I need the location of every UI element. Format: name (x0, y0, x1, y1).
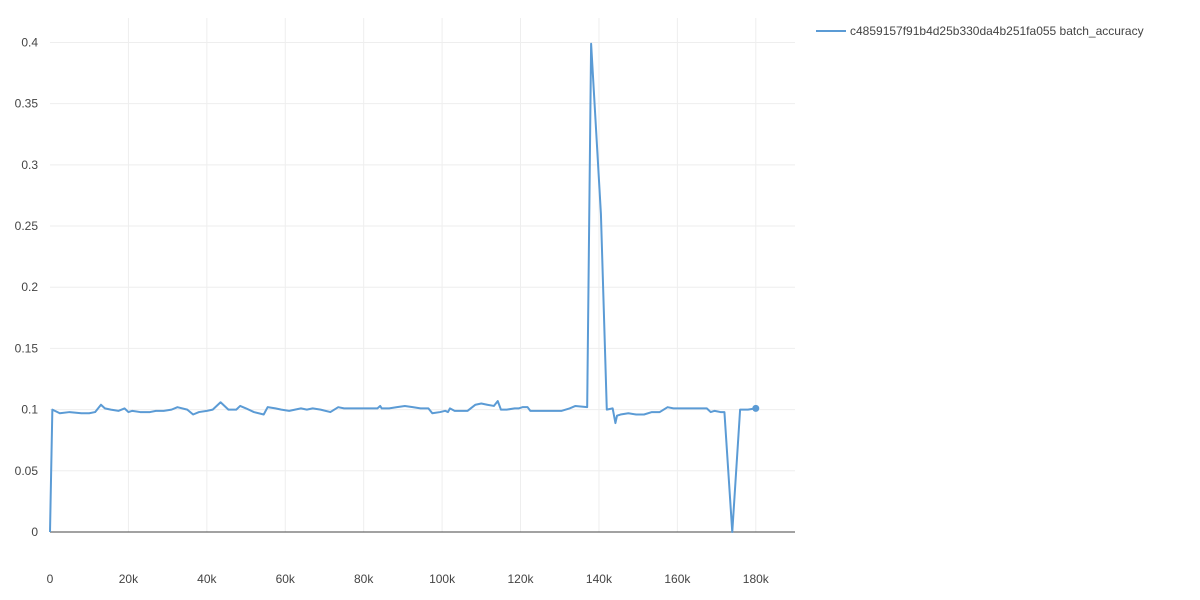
series-layer (49, 42, 760, 533)
x-tick-label: 20k (119, 572, 139, 586)
x-tick-label: 160k (664, 572, 691, 586)
y-tick-label: 0.2 (21, 280, 38, 294)
legend-series-label: c4859157f91b4d25b330da4b251fa055 batch_a… (850, 24, 1144, 38)
x-tick-label: 100k (429, 572, 456, 586)
y-tick-label: 0.35 (15, 97, 39, 111)
y-tick-label: 0.1 (21, 403, 38, 417)
x-tick-label: 80k (354, 572, 374, 586)
y-tick-label: 0.05 (15, 464, 39, 478)
y-tick-label: 0.25 (15, 219, 39, 233)
x-tick-label: 120k (508, 572, 535, 586)
axis-layer: 0 0.05 0.1 0.15 0.2 0.25 0.3 0.35 0.4 0 20k 40k 60k 8… (15, 35, 795, 586)
y-tick-label: 0 (31, 525, 38, 539)
legend[interactable]: c4859157f91b4d25b330da4b251fa055 batch_a… (816, 24, 1144, 38)
y-tick-label: 0.4 (21, 35, 38, 49)
x-tick-label: 60k (276, 572, 296, 586)
y-tick-label: 0.3 (21, 158, 38, 172)
y-tick-label: 0.15 (15, 341, 39, 355)
x-tick-label: 180k (743, 572, 770, 586)
series-line[interactable] (49, 42, 756, 533)
x-tick-label: 0 (47, 572, 54, 586)
grid-layer (50, 18, 795, 532)
last-point-marker[interactable] (752, 404, 760, 412)
x-tick-label: 140k (586, 572, 613, 586)
x-tick-label: 40k (197, 572, 217, 586)
